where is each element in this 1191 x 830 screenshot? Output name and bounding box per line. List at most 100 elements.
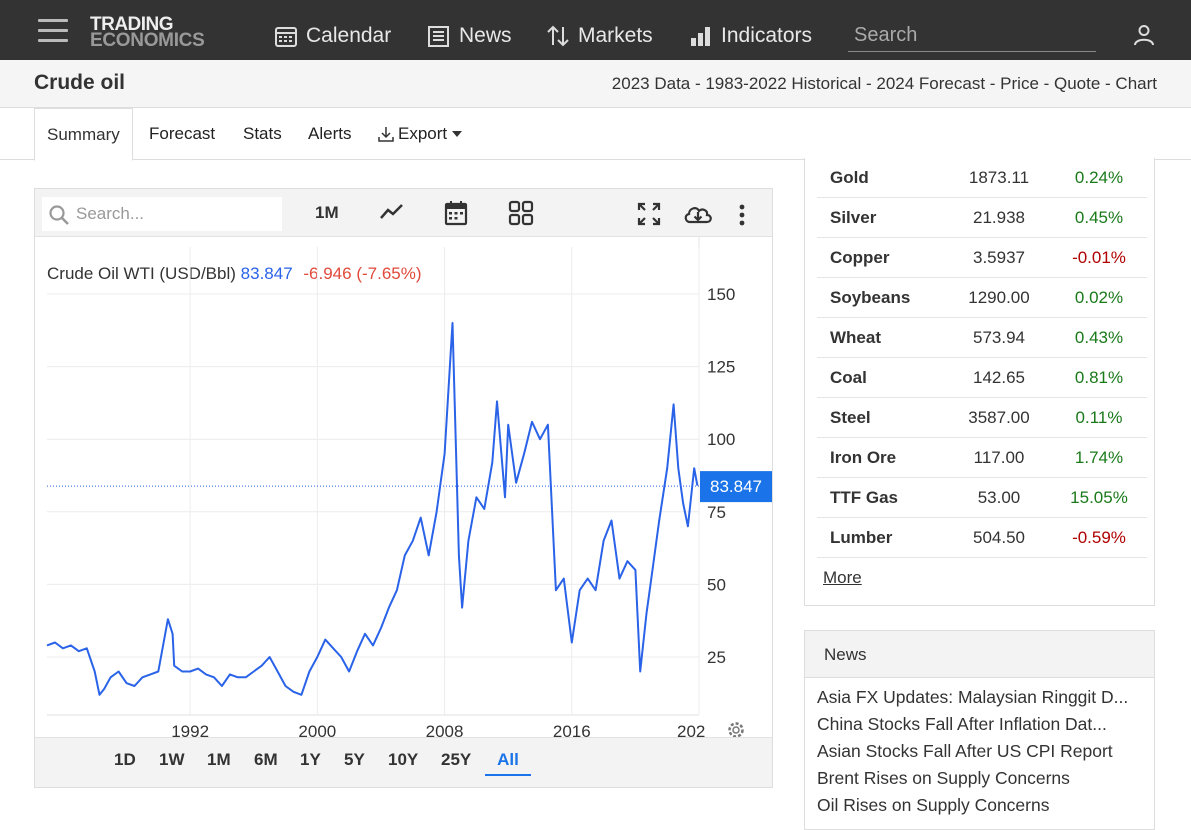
range-6m[interactable]: 6M	[254, 750, 278, 769]
commodity-price: 573.94	[973, 328, 1025, 347]
page-subheader: Crude oil 2023 Data - 1983-2022 Historic…	[0, 60, 1191, 108]
news-item[interactable]: Asian Stocks Fall After US CPI Report	[817, 741, 1113, 761]
commodity-price: 117.00	[973, 448, 1025, 467]
commodity-price: 1873.11	[968, 168, 1030, 187]
nav-markets-label: Markets	[578, 24, 653, 47]
tab-alerts[interactable]: Alerts	[308, 124, 352, 143]
table-row[interactable]: Iron Ore 117.00 1.74%	[817, 438, 1147, 478]
news-item[interactable]: China Stocks Fall After Inflation Dat...	[817, 714, 1107, 734]
table-row[interactable]: TTF Gas 53.00 15.05%	[817, 478, 1147, 518]
commodity-name[interactable]: Steel	[830, 408, 871, 427]
site-search-input[interactable]: Search	[848, 20, 1096, 52]
commodity-price: 3.5937	[973, 248, 1025, 267]
commodity-change: -0.01%	[1072, 248, 1126, 267]
commodity-name[interactable]: Coal	[830, 368, 867, 387]
range-1d[interactable]: 1D	[114, 750, 136, 769]
newspaper-icon	[428, 26, 449, 47]
range-25y[interactable]: 25Y	[441, 750, 472, 769]
y-tick-label: 150	[707, 285, 735, 304]
content-tabs: Summary Forecast Stats Alerts Export	[0, 108, 1191, 161]
x-tick-label: 202	[677, 722, 705, 737]
page-sub-links[interactable]: 2023 Data - 1983-2022 Historical - 2024 …	[611, 74, 1157, 93]
news-title: News	[805, 631, 1154, 678]
commodity-name[interactable]: Iron Ore	[830, 448, 897, 467]
table-row[interactable]: Steel 3587.00 0.11%	[817, 398, 1147, 438]
table-row[interactable]: Wheat 573.94 0.43%	[817, 318, 1147, 358]
more-link[interactable]: More	[823, 568, 862, 587]
news-item[interactable]: Asia FX Updates: Malaysian Ringgit D...	[817, 687, 1129, 707]
settings-gear-icon[interactable]	[728, 722, 744, 737]
commodity-name[interactable]: Gold	[830, 168, 869, 187]
price-chart[interactable]: 150 125 100 75 50 25 1992 2000 2008 2016 202 83.847	[35, 237, 772, 737]
price-tag: 83.847	[700, 471, 772, 503]
y-tick-label: 100	[707, 430, 735, 449]
range-1w[interactable]: 1W	[159, 750, 185, 769]
commodity-name[interactable]: Lumber	[830, 528, 893, 547]
table-row[interactable]: Coal 142.65 0.81%	[817, 358, 1147, 398]
chart-last-value: 83.847	[240, 264, 293, 283]
commodity-price: 504.50	[973, 528, 1025, 547]
chart-series-title: Crude Oil WTI (USD/Bbl)	[47, 264, 236, 283]
commodity-name[interactable]: Copper	[830, 248, 890, 267]
range-1y[interactable]: 1Y	[300, 750, 321, 769]
grid-icon[interactable]	[508, 200, 534, 226]
chart-search-input[interactable]: Search...	[42, 197, 282, 231]
nav-calendar[interactable]: Calendar	[274, 22, 391, 50]
commodities-table: More Gold 1873.11 0.24% Silver 21.938 0.45% Co…	[804, 158, 1155, 606]
commodity-name[interactable]: Silver	[830, 208, 877, 227]
more-vertical-icon[interactable]	[738, 203, 746, 227]
calendar-icon	[275, 27, 297, 47]
price-tag-bg	[700, 471, 772, 503]
commodity-name[interactable]: Soybeans	[830, 288, 911, 307]
chart-search-placeholder: Search...	[76, 204, 145, 223]
x-tick-label: 2008	[426, 722, 464, 737]
fullscreen-icon[interactable]	[637, 202, 661, 226]
line-chart-icon[interactable]	[379, 201, 405, 223]
site-logo[interactable]: TRADING ECONOMICS	[90, 15, 240, 51]
commodity-price: 21.938	[973, 208, 1025, 227]
range-5y[interactable]: 5Y	[344, 750, 365, 769]
sort-arrows-icon	[547, 25, 569, 47]
news-item[interactable]: Brent Rises on Supply Concerns	[817, 768, 1070, 788]
commodity-change: 0.02%	[1074, 288, 1124, 307]
nav-news[interactable]: News	[427, 22, 512, 50]
table-row[interactable]: Silver 21.938 0.45%	[817, 198, 1147, 238]
chart-change: -6.946 (-7.65%)	[303, 264, 422, 283]
range-selector: 1D 1W 1M 6M 1Y 5Y 10Y 25Y All	[35, 737, 772, 787]
range-all[interactable]: All	[485, 750, 531, 776]
hamburger-menu-icon[interactable]	[38, 19, 68, 43]
table-row[interactable]: Gold 1873.11 0.24%	[817, 158, 1147, 198]
commodity-price: 1290.00	[968, 288, 1030, 307]
interval-button[interactable]: 1M	[315, 203, 339, 222]
commodity-change: 0.11%	[1075, 408, 1123, 427]
download-icon	[378, 127, 394, 142]
range-10y[interactable]: 10Y	[388, 750, 419, 769]
y-tick-label: 125	[707, 358, 735, 377]
user-icon[interactable]	[1133, 24, 1155, 46]
table-row[interactable]: Soybeans 1290.00 0.02%	[817, 278, 1147, 318]
price-tag-label: 83.847	[710, 477, 762, 496]
table-row[interactable]: Lumber 504.50 -0.59%	[817, 518, 1147, 558]
tab-stats[interactable]: Stats	[243, 124, 282, 143]
commodity-change: 1.74%	[1074, 448, 1124, 467]
range-1m[interactable]: 1M	[207, 750, 231, 769]
nav-indicators[interactable]: Indicators	[689, 22, 812, 50]
y-tick-label: 25	[707, 648, 726, 667]
table-row[interactable]: Copper 3.5937 -0.01%	[817, 238, 1147, 278]
calendar-icon[interactable]	[444, 200, 468, 226]
cloud-download-icon[interactable]	[683, 202, 713, 226]
nav-calendar-label: Calendar	[306, 24, 392, 47]
caret-down-icon	[452, 131, 463, 137]
tab-export[interactable]: Export	[377, 108, 463, 160]
top-navbar: TRADING ECONOMICS Calendar News Markets …	[0, 0, 1191, 60]
tab-summary[interactable]: Summary	[34, 108, 133, 161]
nav-markets[interactable]: Markets	[546, 22, 653, 50]
chart-panel: Search... 1M Crude Oil WTI (USD/Bbl) 83.…	[34, 188, 773, 788]
nav-indicators-label: Indicators	[721, 24, 813, 47]
commodity-name[interactable]: TTF Gas	[830, 488, 899, 507]
commodity-price: 3587.00	[968, 408, 1030, 427]
y-tick-label: 50	[707, 575, 726, 594]
commodity-name[interactable]: Wheat	[830, 328, 881, 347]
news-item[interactable]: Oil Rises on Supply Concerns	[817, 795, 1050, 815]
tab-forecast[interactable]: Forecast	[149, 124, 216, 143]
